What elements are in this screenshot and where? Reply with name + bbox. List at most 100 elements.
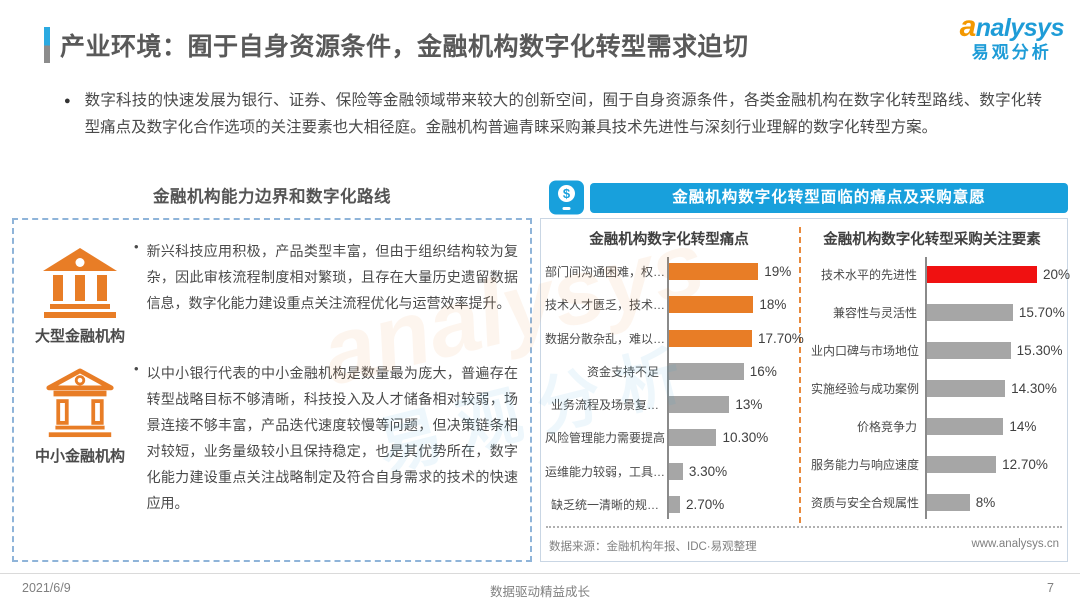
chart-row: 兼容性与灵活性 15.70% — [811, 303, 1070, 321]
chart-category-label: 资质与安全合规属性 — [811, 495, 920, 510]
chart-value-label: 18% — [759, 297, 787, 313]
chart-bar — [667, 263, 759, 281]
chart-category-label: 运维能力较弱，工具… — [545, 464, 666, 479]
page-title: 产业环境：囿于自身资源条件，金融机构数字化转型需求迫切 — [60, 33, 749, 61]
chart-category-label: 缺乏统一清晰的规… — [550, 497, 659, 512]
website-url: www.analysys.cn — [971, 538, 1059, 550]
chart-row: 业务流程及场景复… 13% — [545, 396, 797, 414]
title-accent-bar — [44, 27, 50, 63]
chart-value-label: 17.70% — [757, 330, 804, 346]
vertical-dashed-divider — [799, 227, 801, 523]
chart-row: 服务能力与响应速度 12.70% — [811, 455, 1070, 473]
chart-row: 数据分散杂乱，难以… 17.70% — [545, 329, 804, 347]
footer-page-number: 7 — [1047, 581, 1054, 595]
chart-bar-group: 15.70% — [925, 303, 1065, 321]
chart-row: 业内口碑与市场地位 15.30% — [811, 341, 1070, 359]
chart-bar — [667, 495, 680, 513]
pain-points-chart: 部门间沟通困难，权… 19% 技术人才匮乏，技术… 18% 数据分散杂乱，难以… 17.7… — [545, 255, 804, 521]
footer-slogan: 数据驱动精益成长 — [489, 585, 590, 599]
left-panel-heading: 金融机构能力边界和数字化路线 — [153, 188, 391, 206]
chart-bar-group: 13% — [667, 396, 762, 414]
bank-large-icon — [43, 248, 117, 318]
chart-bar-group: 16% — [667, 362, 777, 380]
pain-points-chart-title: 金融机构数字化转型痛点 — [589, 232, 749, 248]
data-source-note: 数据来源：金融机构年报、IDC·易观整理 — [549, 541, 757, 553]
chart-value-label: 10.30% — [722, 430, 769, 446]
chart-bar — [667, 462, 683, 480]
intro-text: 数字科技的快速发展为银行、证券、保险等金融领域带来较大的创新空间，囿于自身资源条… — [84, 92, 1042, 136]
large-institution-text: • 新兴科技应用积极，产品类型丰富，但由于组织结构较为复杂，因此审核流程制度相对… — [132, 238, 518, 346]
chart-category-label: 技术水平的先进性 — [820, 267, 917, 282]
sme-institution-row: 中小金融机构 • 以中小银行代表的中小金融机构是数量最为庞大，普遍存在转型战略目… — [14, 350, 530, 520]
chart-bar — [925, 455, 997, 473]
chart-bar — [667, 362, 744, 380]
chart-value-label: 16% — [749, 363, 777, 379]
chart-value-label: 19% — [764, 264, 792, 280]
chart-category-label: 部门间沟通困难，权… — [545, 265, 666, 280]
chart-bar-group: 2.70% — [667, 495, 725, 513]
chart-category-label: 技术人才匮乏，技术… — [545, 298, 666, 313]
chart-bar — [667, 429, 717, 447]
chart-category-label: 资金支持不足 — [586, 364, 659, 379]
chart-bar-group: 17.70% — [667, 329, 804, 347]
logo-wordmark: analysys — [959, 10, 1065, 43]
chart-value-label: 20% — [1043, 266, 1071, 282]
intro-paragraph: ● 数字科技的快速发展为银行、证券、保险等金融领域带来较大的创新空间，囿于自身资… — [64, 88, 1042, 141]
chart-row: 技术人才匮乏，技术… 18% — [545, 296, 797, 314]
chart-bar — [667, 296, 754, 314]
bullet-dot-icon: • — [134, 361, 139, 376]
purchase-factors-chart: 技术水平的先进性 20% 兼容性与灵活性 15.70% 业内口碑与市场地位 15.30% 实… — [811, 255, 1070, 521]
right-panel-header: 金融机构数字化转型面临的痛点及采购意愿 — [590, 183, 1068, 213]
logo-chinese-name: 易观分析 — [971, 43, 1052, 62]
chart-row: 资金支持不足 16% — [545, 362, 797, 380]
chart-bar-group: 10.30% — [667, 429, 769, 447]
bullet-dot-icon: • — [134, 239, 139, 254]
mobile-payment-dollar-icon: $ — [548, 180, 585, 220]
chart-category-label: 数据分散杂乱，难以… — [545, 331, 666, 346]
capability-panel: 大型金融机构 • 新兴科技应用积极，产品类型丰富，但由于组织结构较为复杂，因此审… — [12, 218, 532, 562]
chart-bar — [925, 493, 970, 511]
sme-institution-label: 中小金融机构 — [34, 448, 125, 465]
chart-bar-group: 19% — [667, 263, 792, 281]
purchase-factors-chart-title: 金融机构数字化转型采购关注要素 — [823, 232, 1041, 248]
chart-category-label: 实施经验与成功案例 — [811, 381, 920, 396]
chart-row: 资质与安全合规属性 8% — [811, 493, 1070, 511]
large-institution-description: 新兴科技应用积极，产品类型丰富，但由于组织结构较为复杂，因此审核流程制度相对繁琐… — [146, 243, 518, 311]
chart-category-label: 业内口碑与市场地位 — [811, 343, 920, 358]
chart-bar — [925, 341, 1011, 359]
charts-panel: 金融机构数字化转型痛点 金融机构数字化转型采购关注要素 部门间沟通困难，权… 19… — [540, 218, 1070, 562]
source-row: 数据来源：金融机构年报、IDC·易观整理 www.analysys.cn — [549, 538, 1059, 554]
chart-bar-group: 14.30% — [925, 379, 1057, 397]
dotted-separator-line — [546, 526, 1062, 528]
logo-swirl-a: a — [959, 10, 977, 43]
chart-bar-group: 18% — [667, 296, 787, 314]
large-institution-icon-block: 大型金融机构 — [28, 238, 132, 346]
chart-category-label: 风险管理能力需要提高 — [545, 431, 666, 446]
chart-category-label: 价格竞争力 — [856, 419, 917, 434]
bullet-dot-icon: ● — [64, 95, 71, 107]
chart-value-label: 2.70% — [685, 496, 725, 512]
chart-value-label: 15.30% — [1016, 342, 1063, 358]
chart-bar-group: 3.30% — [667, 462, 727, 480]
chart-bar — [925, 379, 1006, 397]
footer-date: 2021/6/9 — [22, 581, 71, 595]
chart-bar — [925, 265, 1037, 283]
chart-category-label: 服务能力与响应速度 — [811, 457, 920, 472]
chart-bar — [925, 417, 1004, 435]
chart-value-label: 14% — [1009, 418, 1037, 434]
chart-row: 运维能力较弱，工具… 3.30% — [545, 462, 797, 480]
chart-bar-group: 15.30% — [925, 341, 1063, 359]
chart-bar-group: 8% — [925, 493, 995, 511]
chart-row: 部门间沟通困难，权… 19% — [545, 263, 797, 281]
charts-row: 部门间沟通困难，权… 19% 技术人才匮乏，技术… 18% 数据分散杂乱，难以… 17.7… — [545, 255, 1070, 521]
sme-institution-text: • 以中小银行代表的中小金融机构是数量最为庞大，普遍存在转型战略目标不够清晰，科… — [132, 360, 518, 516]
chart-bar-group: 20% — [925, 265, 1071, 283]
large-institution-row: 大型金融机构 • 新兴科技应用积极，产品类型丰富，但由于组织结构较为复杂，因此审… — [14, 220, 530, 350]
chart-bar-group: 14% — [925, 417, 1037, 435]
chart-category-label: 兼容性与灵活性 — [832, 305, 917, 320]
sme-institution-description: 以中小银行代表的中小金融机构是数量最为庞大，普遍存在转型战略目标不够清晰，科技投… — [146, 365, 518, 511]
chart-bar — [667, 329, 752, 347]
chart-row: 风险管理能力需要提高 10.30% — [545, 429, 797, 447]
chart-row: 实施经验与成功案例 14.30% — [811, 379, 1070, 397]
